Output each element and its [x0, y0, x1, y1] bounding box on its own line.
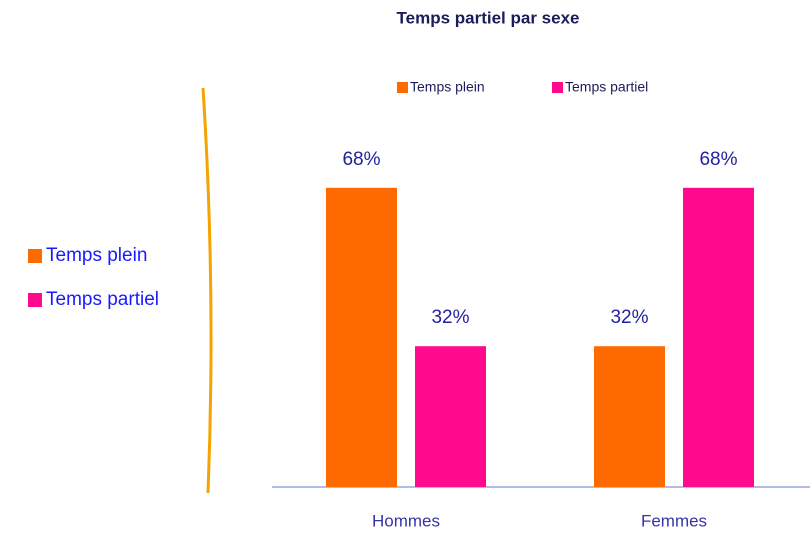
- data-label: 68%: [342, 149, 380, 170]
- legend-swatch: [28, 249, 42, 263]
- data-label: 68%: [699, 149, 737, 170]
- bracket: [201, 87, 213, 494]
- x-tick-label: Hommes: [372, 511, 440, 530]
- bar: [415, 346, 486, 487]
- x-tick-label: Femmes: [641, 511, 707, 530]
- legend-label: Temps plein: [46, 245, 147, 266]
- legend-swatch: [397, 82, 408, 93]
- legend-swatch: [552, 82, 563, 93]
- legend-swatch: [28, 293, 42, 307]
- data-label: 32%: [431, 307, 469, 328]
- legend-label: Temps plein: [410, 79, 485, 95]
- data-label: 32%: [610, 307, 648, 328]
- bar: [683, 187, 754, 488]
- legend-label: Temps partiel: [565, 79, 648, 95]
- bar: [326, 187, 397, 488]
- legend-label: Temps partiel: [46, 289, 159, 310]
- chart-title: Temps partiel par sexe: [397, 8, 580, 27]
- bar: [594, 346, 665, 487]
